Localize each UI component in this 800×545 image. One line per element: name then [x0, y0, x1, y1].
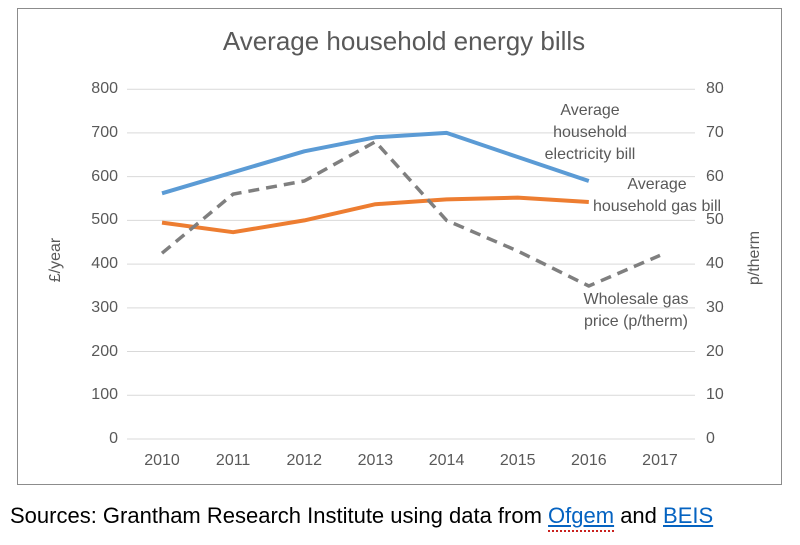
right-axis-title: p/therm	[746, 230, 763, 286]
right-axis-tick-label: 20	[706, 342, 724, 360]
right-axis-tick-label: 80	[706, 80, 724, 98]
annotation-gas-series: Average household gas bill	[592, 176, 722, 215]
x-axis-tick-label: 2012	[286, 452, 323, 469]
x-axis-tick-label: 2017	[642, 452, 678, 469]
right-axis-tick-label: 70	[706, 123, 724, 141]
series-line-gas-bill	[161, 195, 589, 235]
source-caption: Sources: Grantham Research Institute usi…	[10, 503, 796, 529]
x-axis-tick-label: 2010	[144, 452, 180, 469]
left-axis-title: £/year	[47, 237, 64, 283]
annotation-wholesale-series: Wholesale gas price (p/therm)	[583, 291, 689, 330]
left-axis-tick-label: 800	[91, 80, 118, 98]
left-axis-tick-label: 400	[91, 255, 118, 273]
right-axis-tick-label: 40	[706, 255, 724, 273]
series-line-wholesale-gas-price	[160, 139, 661, 288]
right-axis-tick-label: 10	[706, 386, 724, 404]
ofgem-link[interactable]: Ofgem	[548, 503, 615, 528]
left-axis-tick-label: 100	[91, 386, 118, 404]
x-axis-tick-label: 2014	[428, 452, 465, 469]
left-axis-tick-label: 300	[91, 298, 118, 316]
chart-frame	[17, 8, 782, 485]
right-axis-tick-label: 0	[706, 430, 715, 447]
right-axis-tick-label: 30	[706, 298, 724, 316]
chart-title: Average household energy bills	[222, 26, 586, 56]
right-axis-tick-label: 60	[706, 167, 724, 185]
x-axis-tick-label: 2011	[215, 452, 251, 469]
x-axis-tick-label: 2013	[357, 452, 394, 469]
left-axis-tick-label: 700	[91, 123, 118, 141]
left-axis-tick-label: 0	[109, 430, 118, 447]
left-axis-tick-label: 500	[91, 211, 118, 229]
right-axis-tick-label: 50	[706, 211, 724, 229]
left-axis-tick-label: 600	[91, 167, 118, 185]
annotation-electricity-series: Average household electricity bill	[544, 102, 636, 163]
source-and-text: and	[614, 503, 664, 528]
series-line-electricity-bill	[161, 130, 590, 196]
left-axis-tick-label: 200	[91, 342, 118, 360]
x-axis-tick-label: 2016	[571, 452, 607, 469]
x-axis-tick-label: 2015	[499, 452, 536, 469]
beis-link[interactable]: BEIS	[663, 503, 714, 528]
source-text: Sources: Grantham Research Institute usi…	[10, 503, 549, 528]
